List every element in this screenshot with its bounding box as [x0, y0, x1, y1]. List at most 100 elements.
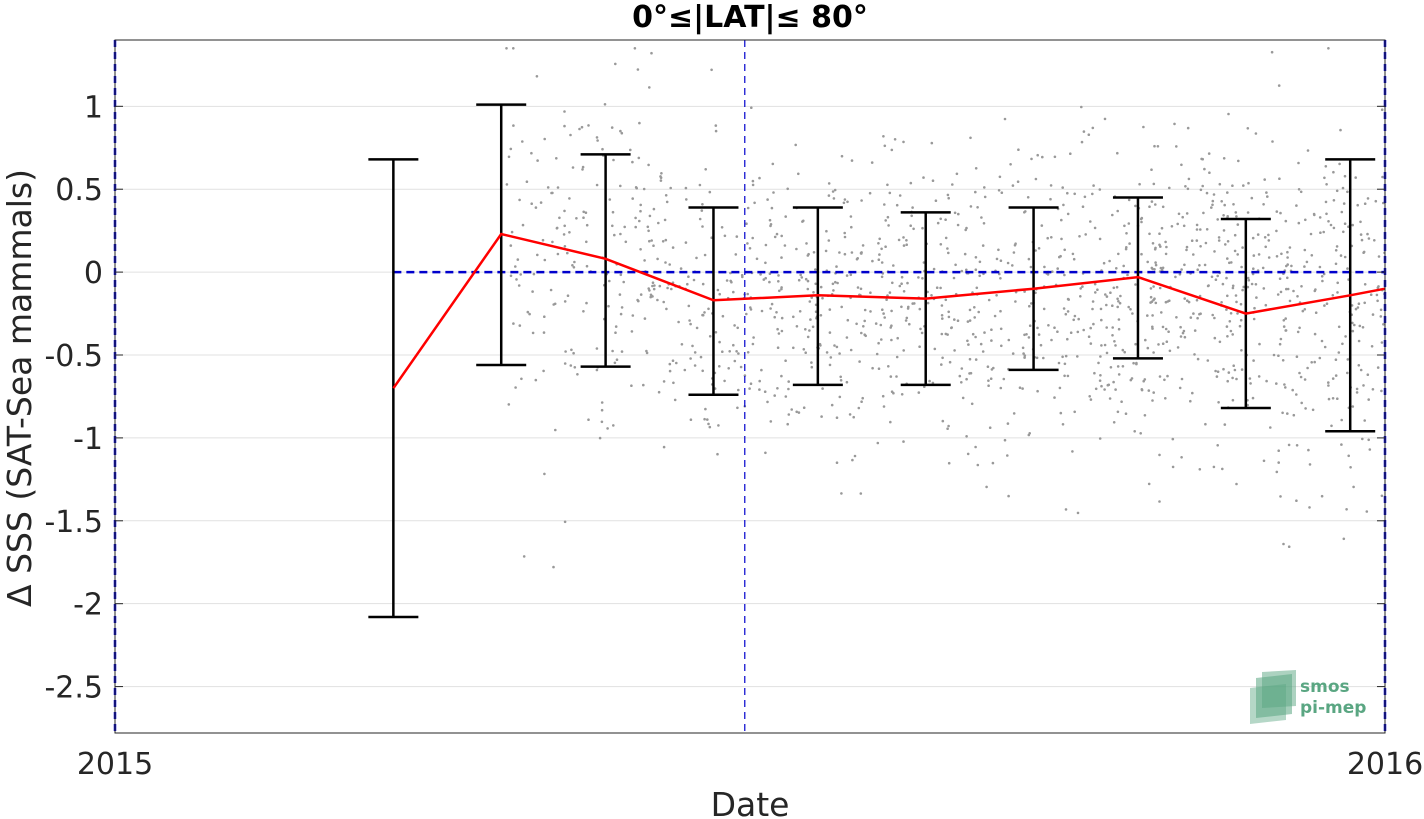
- scatter-point: [1275, 210, 1279, 213]
- scatter-point: [1228, 320, 1232, 323]
- scatter-point: [1217, 239, 1221, 242]
- scatter-point: [531, 290, 534, 293]
- scatter-point: [1225, 276, 1228, 280]
- scatter-point: [1084, 233, 1087, 236]
- scatter-point: [1171, 437, 1175, 441]
- scatter-point: [1262, 459, 1266, 463]
- scatter-point: [1187, 177, 1191, 181]
- scatter-point: [946, 193, 950, 197]
- scatter-point: [703, 417, 706, 421]
- scatter-point: [723, 379, 726, 383]
- scatter-point: [1355, 391, 1359, 394]
- scatter-point: [1281, 411, 1284, 415]
- scatter-point: [1282, 542, 1285, 546]
- scatter-point: [639, 209, 642, 213]
- scatter-point: [795, 325, 799, 328]
- scatter-point: [1303, 308, 1307, 311]
- scatter-point: [846, 200, 849, 204]
- scatter-point: [895, 355, 899, 359]
- scatter-point: [935, 286, 939, 290]
- scatter-point: [812, 291, 815, 294]
- scatter-point: [1023, 211, 1026, 214]
- scatter-point: [507, 403, 511, 406]
- scatter-point: [509, 244, 513, 247]
- scatter-point: [585, 223, 589, 227]
- scatter-point: [1104, 293, 1107, 296]
- scatter-point: [1251, 236, 1255, 240]
- scatter-point: [1308, 463, 1312, 466]
- scatter-point: [751, 179, 755, 183]
- scatter-point: [902, 244, 906, 247]
- scatter-point: [1066, 191, 1069, 195]
- y-tick-label: 0: [84, 256, 103, 291]
- scatter-point: [566, 251, 569, 255]
- scatter-point: [1198, 468, 1202, 471]
- scatter-point: [563, 520, 567, 524]
- scatter-point: [534, 206, 538, 209]
- scatter-point: [777, 274, 780, 277]
- scatter-point: [1089, 342, 1093, 345]
- scatter-point: [1159, 266, 1163, 270]
- scatter-point: [1196, 357, 1200, 361]
- scatter-point: [1115, 285, 1119, 289]
- scatter-point: [1336, 397, 1339, 401]
- scatter-point: [1161, 325, 1165, 329]
- scatter-point: [792, 346, 795, 350]
- scatter-point: [1105, 303, 1108, 307]
- scatter-point: [1339, 128, 1342, 132]
- scatter-point: [1063, 374, 1066, 378]
- scatter-point: [974, 167, 978, 170]
- scatter-point: [946, 247, 949, 250]
- scatter-point: [804, 328, 807, 331]
- scatter-point: [860, 251, 863, 254]
- scatter-point: [1334, 374, 1338, 377]
- scatter-point: [595, 183, 599, 187]
- scatter-point: [966, 452, 970, 456]
- scatter-point: [953, 318, 956, 321]
- scatter-point: [1329, 223, 1333, 227]
- scatter-point: [1300, 401, 1303, 405]
- scatter-point: [1231, 286, 1235, 290]
- scatter-point: [1299, 375, 1303, 379]
- scatter-point: [871, 259, 874, 263]
- scatter-point: [1325, 302, 1329, 306]
- scatter-point: [784, 395, 788, 398]
- scatter-point: [842, 201, 846, 205]
- scatter-point: [707, 422, 710, 426]
- scatter-point: [751, 342, 755, 346]
- scatter-point: [850, 225, 853, 229]
- scatter-point: [1127, 222, 1131, 225]
- scatter-point: [878, 237, 881, 241]
- scatter-point: [573, 260, 576, 264]
- scatter-point: [1186, 187, 1190, 191]
- scatter-point: [1027, 336, 1031, 339]
- scatter-point: [733, 359, 737, 363]
- scatter-point: [1111, 304, 1114, 308]
- scatter-point: [1082, 328, 1085, 332]
- scatter-point: [819, 314, 823, 317]
- scatter-point: [880, 338, 883, 341]
- scatter-point: [1127, 305, 1130, 309]
- scatter-point: [802, 348, 806, 351]
- scatter-point: [1109, 366, 1113, 369]
- scatter-point: [1356, 306, 1360, 309]
- scatter-point: [1297, 221, 1301, 225]
- scatter-point: [582, 216, 585, 219]
- scatter-point: [708, 425, 712, 429]
- scatter-point: [1217, 401, 1220, 404]
- scatter-point: [1366, 232, 1369, 236]
- scatter-point: [596, 139, 599, 142]
- scatter-point: [1069, 152, 1072, 155]
- scatter-point: [1327, 381, 1330, 384]
- scatter-point: [1046, 273, 1050, 276]
- scatter-point: [1296, 295, 1299, 298]
- scatter-point: [1303, 378, 1307, 381]
- scatter-point: [1000, 344, 1003, 348]
- scatter-point: [883, 144, 887, 148]
- scatter-point: [1091, 300, 1095, 303]
- scatter-point: [1339, 254, 1343, 257]
- scatter-point: [1154, 263, 1158, 267]
- scatter-point: [1297, 188, 1301, 191]
- scatter-point: [1341, 342, 1344, 346]
- scatter-point: [1237, 159, 1240, 163]
